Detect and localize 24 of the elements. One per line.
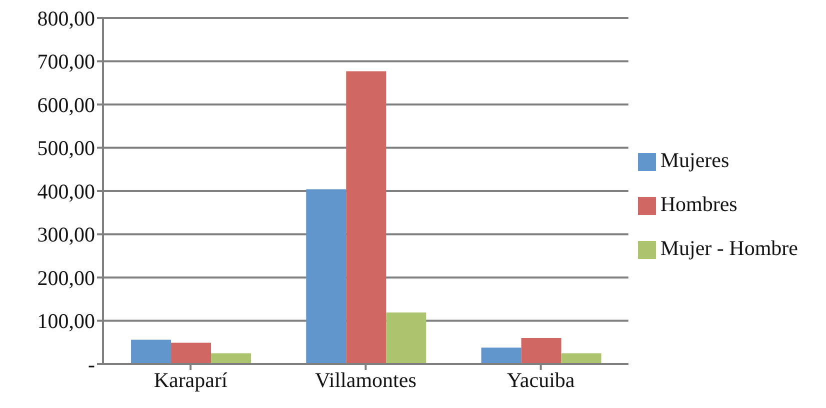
y-tick-label: 200,00 — [37, 266, 95, 290]
legend-label: Mujer - Hombre — [660, 236, 798, 260]
x-tick-label: Yacuiba — [506, 368, 576, 392]
x-tick-label: Karaparí — [154, 368, 228, 392]
bar — [561, 353, 602, 364]
bar — [346, 71, 386, 364]
y-tick-label: 500,00 — [37, 136, 95, 160]
legend-label: Hombres — [660, 192, 738, 216]
bar — [171, 342, 212, 364]
y-tick-label: - — [88, 352, 95, 376]
bar — [131, 340, 172, 364]
y-tick-label: 800,00 — [37, 6, 95, 30]
y-tick-label: 700,00 — [37, 50, 95, 74]
y-tick-label: 300,00 — [37, 222, 95, 247]
bar — [386, 312, 426, 364]
y-tick-label: 400,00 — [37, 179, 95, 204]
y-tick-label: 600,00 — [37, 92, 95, 117]
bar — [481, 348, 522, 364]
legend-label: Mujeres — [660, 148, 730, 172]
bar — [521, 338, 562, 364]
y-tick-label: 100,00 — [37, 309, 95, 334]
bar — [306, 189, 346, 364]
x-tick-label: Villamontes — [314, 368, 416, 392]
bar — [211, 353, 252, 364]
